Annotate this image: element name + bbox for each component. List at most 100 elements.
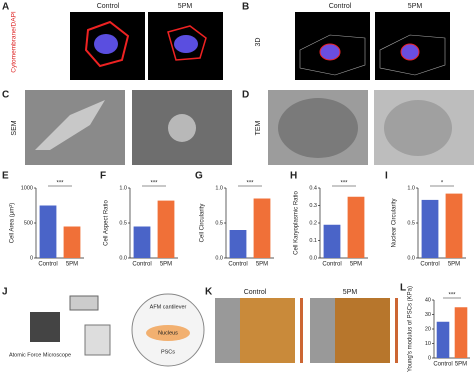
nucleus [174,35,198,53]
colorbar [395,298,398,363]
x-tick-label: Control [420,262,439,268]
label: AFM cantilever [150,304,187,310]
y-tick-label: 1.0 [407,185,415,191]
y-tick-label: 1000 [21,185,33,191]
y-tick-label: 1.0 [215,185,223,191]
y-tick-label: 40 [425,297,431,303]
x-tick-label: Control [322,262,341,268]
bar [253,198,271,258]
panel-letter: I [385,171,388,182]
cell [278,98,358,158]
label: Nucleus [158,330,178,336]
cantilever [69,295,99,311]
significance-label: *** [150,181,158,187]
bar [421,199,439,258]
bar [445,193,463,258]
bar [63,226,81,258]
panel-letter: D [242,90,249,101]
column-label: 5PM [343,289,358,296]
bar [454,307,468,358]
panel-letter: L [400,283,406,294]
x-tick-label: 5PM [448,262,460,268]
y-tick-label: 0.0 [407,255,415,261]
grid-box [379,34,446,76]
y-tick-label: 500 [24,220,33,226]
dish [84,324,111,356]
x-tick-label: Control [228,262,247,268]
y-tick-label: 0.5 [407,220,415,226]
y-tick-label: 10 [425,341,431,347]
y-tick-label: 30 [425,312,431,318]
panel-letter: K [205,287,213,298]
row-label: 3D [255,38,262,47]
colorbar [300,298,303,363]
y-tick-label: 0.3 [309,203,317,209]
cell [167,25,207,61]
panel-letter: E [2,171,9,182]
x-tick-label: Control [433,362,452,368]
significance-label: *** [340,181,348,187]
cell [35,100,105,150]
x-tick-label: Control [38,262,57,268]
cell [384,100,452,156]
cell [84,20,130,68]
x-tick-label: 5PM [66,262,78,268]
image [215,298,240,363]
panel-letter: G [195,171,203,182]
y-tick-label: 0 [30,255,33,261]
microscope [30,312,60,342]
y-tick-label: 0.2 [309,220,317,226]
bar [436,321,450,358]
significance-label: *** [448,293,456,299]
y-tick-label: 0.4 [309,185,317,191]
significance-label: *** [56,181,64,187]
y-tick-label: 0.0 [119,255,127,261]
panel-letter: H [290,171,297,182]
panel-letter: J [2,287,8,298]
image [310,298,335,363]
panel-letter: B [242,2,249,13]
y-axis-label: Young's modulus of PSCs (KPa) [408,286,414,372]
y-tick-label: 1.0 [119,185,127,191]
y-axis-label: Cell Area (μm²) [10,203,16,243]
bar [133,226,151,258]
y-axis-label: Cell Circularity [200,204,206,243]
row-label: Cytomembrane/DAPI [11,11,18,73]
panel-letter: C [2,90,9,101]
y-tick-label: 0.0 [215,255,223,261]
bar [157,200,175,258]
column-label: Control [244,289,267,296]
y-tick-label: 0.5 [215,220,223,226]
bar [229,230,247,258]
column-label: Control [329,3,352,10]
column-label: 5PM [178,3,193,10]
y-tick-label: 0.5 [119,220,127,226]
grid-box [299,34,366,76]
y-tick-label: 0.1 [309,238,317,244]
y-axis-label: Cell Karyoplasmic Ratio [294,191,300,255]
cell [168,114,196,142]
column-label: Control [97,3,120,10]
x-tick-label: 5PM [350,262,362,268]
significance-label: *** [246,181,254,187]
label: PSCs [161,349,175,355]
cell [400,43,420,61]
label: Atomic Force Microscope [9,352,71,358]
x-tick-label: 5PM [256,262,268,268]
column-label: 5PM [408,3,423,10]
x-tick-label: 5PM [160,262,172,268]
y-axis-label: Nuclear Circularity [392,198,398,247]
bar [39,205,57,258]
bar [323,224,341,258]
cell [319,43,341,61]
cell [146,325,190,341]
panel-letter: A [2,2,9,13]
y-tick-label: 20 [425,326,431,332]
panel-letter: F [100,171,106,182]
x-tick-label: Control [132,262,151,268]
significance-label: * [441,181,444,187]
y-tick-label: 0 [428,355,431,361]
nucleus [94,34,118,54]
y-tick-label: 0.0 [309,255,317,261]
